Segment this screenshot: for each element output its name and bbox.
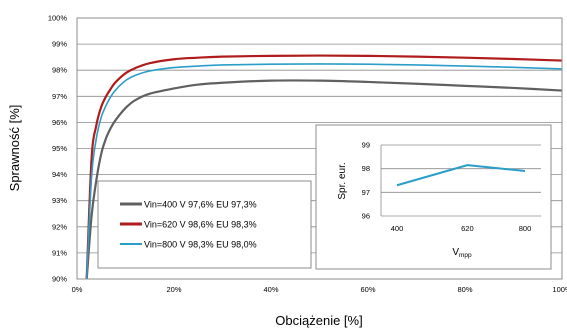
inset-y-tick-label: 99 [362,141,370,150]
inset-x-axis-title-sub: mpp [459,252,472,259]
inset-x-axis-title-main: V [452,247,459,258]
main-x-tick-labels: 0% 20% 40% 60% 80% 100% [72,285,567,294]
main-y-tick-label: 95% [52,144,67,153]
legend: Vin=400 V 97,6% EU 97,3% Vin=620 V 98,6%… [97,180,312,269]
main-y-tick-label: 100% [48,14,68,23]
main-series-lines [85,54,563,280]
inset-y-tick-labels: 96 97 98 99 [362,141,370,221]
main-series-line-1 [85,54,563,280]
main-series-line-0 [85,79,563,280]
main-x-tick-label: 80% [457,285,472,294]
main-plot-frame [76,17,563,280]
inset-series-line-0 [396,164,526,187]
main-y-tick-labels: 90% 91% 92% 93% 94% 95% 96% 97% 98% 99% 100% [48,14,68,284]
inset-x-axis-title: Vmpp [452,247,472,259]
main-y-tick-label: 90% [52,275,67,284]
legend-label-vin-620: Vin=620 V 98,6% EU 98,3% [144,220,257,230]
main-y-tick-label: 91% [52,248,67,257]
main-x-tick-label: 40% [263,285,278,294]
inset-box [315,124,552,270]
main-y-tick-label: 96% [52,118,67,127]
main-y-tick-label: 97% [52,92,67,101]
inset-y-tick-label: 96 [362,212,370,221]
main-series-line-2 [85,63,563,280]
main-x-tick-label: 60% [360,285,375,294]
inset-y-axis-title: Spr. eur. [337,162,348,199]
inset-y-tick-label: 97 [362,188,370,197]
inset-gridlines [380,144,541,217]
inset-x-tick-labels: 400 620 800 [391,224,532,233]
main-y-tick-label: 93% [52,196,67,205]
legend-label-vin-400: Vin=400 V 97,6% EU 97,3% [144,200,257,210]
inset-series-lines [396,164,526,187]
inset-x-tick-label: 400 [391,224,404,233]
main-x-tick-label: 100% [552,285,567,294]
main-x-tick-label: 0% [72,285,83,294]
main-x-tick-label: 20% [166,285,181,294]
main-y-tick-label: 92% [52,222,67,231]
main-y-tick-label: 98% [52,66,67,75]
inset-chart: 96 97 98 99 400 620 800 Spr. eur. Vmpp [315,124,552,270]
main-y-tick-label: 94% [52,170,67,179]
inset-y-tick-label: 98 [362,164,370,173]
legend-label-vin-800: Vin=800 V 98,3% EU 98,0% [144,240,257,250]
main-y-tick-label: 99% [52,40,67,49]
inset-x-tick-label: 800 [519,224,532,233]
x-axis-title: Obciążenie [%] [275,313,362,328]
inset-x-tick-label: 620 [461,224,474,233]
y-axis-title: Sprawność [%] [7,105,22,192]
